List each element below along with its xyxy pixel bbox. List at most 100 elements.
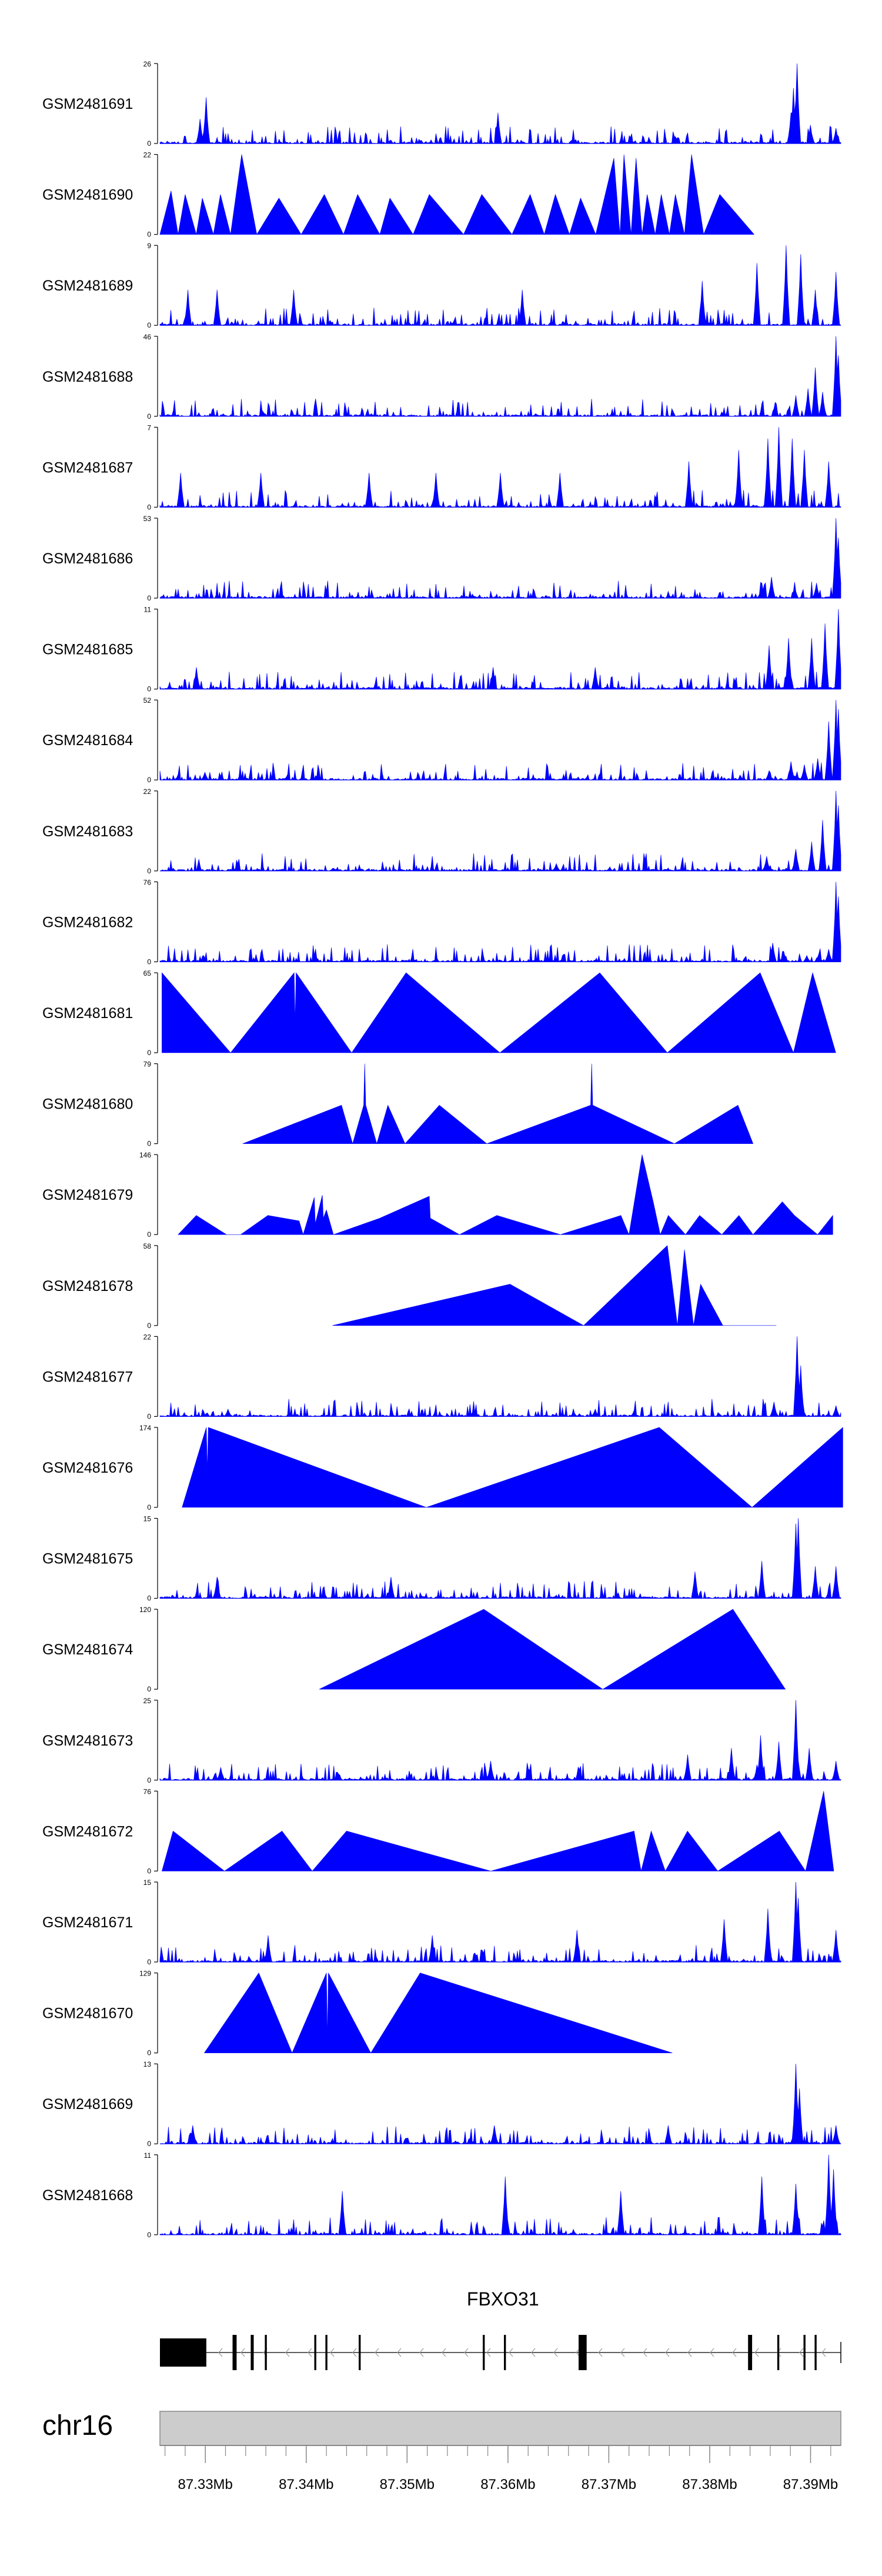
track-label: GSM2481669 — [42, 2096, 133, 2113]
track: GSM2481676 174 0 — [42, 1424, 843, 1511]
y-tick-label-min: 0 — [147, 503, 151, 511]
track-label: GSM2481675 — [42, 1551, 133, 1567]
track: GSM2481674 120 0 — [42, 1606, 786, 1693]
gene-name: FBXO31 — [467, 2288, 539, 2310]
strand-arrow — [308, 2348, 312, 2357]
y-tick-label-min: 0 — [147, 1594, 151, 1603]
track: GSM2481671 15 0 — [42, 1878, 841, 1966]
track: GSM2481689 9 0 — [42, 242, 841, 329]
strand-arrow — [464, 2348, 469, 2357]
axis-tick-label: 87.34Mb — [279, 2477, 333, 2492]
coverage-area — [178, 1154, 833, 1236]
coverage-area — [159, 1518, 841, 1599]
exon — [325, 2335, 328, 2370]
track-label: GSM2481686 — [42, 550, 133, 567]
y-tick-label-max: 13 — [143, 2060, 152, 2068]
track-label: GSM2481684 — [42, 732, 133, 749]
y-tick-label-min: 0 — [147, 1049, 151, 1057]
coverage-area — [159, 245, 841, 326]
y-tick-label-max: 22 — [143, 1333, 152, 1341]
ideogram-bar — [159, 2411, 841, 2446]
y-tick-label-max: 76 — [143, 1787, 152, 1796]
y-tick-label-max: 120 — [139, 1606, 151, 1614]
track: GSM2481684 52 0 — [42, 696, 841, 784]
y-tick-label-max: 146 — [139, 1151, 151, 1159]
exon — [250, 2335, 254, 2370]
chromosome-label: chr16 — [42, 2410, 113, 2441]
y-tick-label-max: 22 — [143, 151, 152, 159]
y-tick-label-max: 7 — [147, 423, 151, 432]
genome-axis: chr16 87.33Mb 87.34Mb 87.35Mb 87.36Mb 87.37Mb… — [42, 2410, 841, 2492]
track: GSM2481682 76 0 — [42, 878, 841, 966]
track: GSM2481673 25 0 — [42, 1697, 841, 1784]
coverage-area — [319, 1609, 786, 1690]
exon — [265, 2335, 267, 2370]
strand-arrow — [509, 2348, 513, 2357]
track: GSM2481686 53 0 — [42, 515, 841, 602]
track-label: GSM2481683 — [42, 823, 133, 840]
y-tick-label-min: 0 — [147, 1867, 151, 1875]
track-label: GSM2481676 — [42, 1460, 133, 1476]
coverage-area — [159, 700, 841, 781]
y-tick-label-min: 0 — [147, 1322, 151, 1330]
coverage-area — [203, 1972, 673, 2054]
exon — [803, 2335, 806, 2370]
y-tick-label-min: 0 — [147, 685, 151, 693]
coverage-area — [242, 1063, 754, 1144]
axis-tick-label: 87.39Mb — [783, 2477, 838, 2492]
coverage-area — [159, 1336, 841, 1417]
y-tick-label-min: 0 — [147, 1140, 151, 1148]
y-tick-label-max: 22 — [143, 788, 152, 796]
strand-arrow — [330, 2348, 335, 2357]
y-tick-label-max: 11 — [144, 606, 152, 614]
exon — [814, 2335, 817, 2370]
coverage-area — [182, 1427, 843, 1508]
strand-arrow — [687, 2348, 692, 2357]
y-tick-label-min: 0 — [147, 1412, 151, 1420]
track: GSM2481691 26 0 — [42, 60, 841, 148]
track: GSM2481670 129 0 — [42, 1970, 673, 2057]
y-tick-label-max: 129 — [139, 1970, 151, 1978]
track-label: GSM2481689 — [42, 278, 133, 294]
coverage-area — [159, 336, 841, 418]
y-tick-label-min: 0 — [147, 1230, 151, 1239]
strand-arrow — [710, 2348, 714, 2357]
track: GSM2481679 146 0 — [42, 1151, 833, 1239]
track-label: GSM2481685 — [42, 642, 133, 658]
strand-arrow — [754, 2348, 759, 2357]
strand-arrow — [799, 2348, 804, 2357]
exon — [160, 2338, 206, 2367]
y-tick-label-max: 53 — [143, 515, 152, 523]
track-label: GSM2481682 — [42, 914, 133, 930]
y-tick-label-max: 58 — [143, 1242, 152, 1250]
track: GSM2481687 7 0 — [42, 423, 841, 511]
track-label: GSM2481691 — [42, 96, 133, 112]
y-tick-label-min: 0 — [147, 139, 151, 148]
coverage-area — [159, 154, 755, 235]
y-tick-label-max: 15 — [143, 1878, 152, 1887]
y-tick-label-min: 0 — [147, 321, 151, 329]
track-label: GSM2481690 — [42, 187, 133, 203]
coverage-area — [162, 972, 836, 1053]
axis-tick-label: 87.37Mb — [582, 2477, 636, 2492]
y-tick-label-max: 79 — [143, 1060, 152, 1069]
track: GSM2481675 15 0 — [42, 1515, 841, 1603]
coverage-area — [332, 1245, 777, 1326]
track-label: GSM2481672 — [42, 1823, 133, 1840]
y-tick-label-min: 0 — [147, 231, 151, 239]
y-tick-label-min: 0 — [147, 957, 151, 966]
y-tick-label-max: 26 — [143, 60, 152, 68]
exon — [579, 2335, 587, 2370]
strand-arrow — [419, 2348, 424, 2357]
coverage-area — [159, 518, 841, 599]
track-label: GSM2481677 — [42, 1369, 133, 1385]
track-label: GSM2481679 — [42, 1187, 133, 1203]
track: GSM2481690 22 0 — [42, 151, 755, 239]
exon — [483, 2335, 485, 2370]
track: GSM2481683 22 0 — [42, 788, 841, 875]
y-tick-label-min: 0 — [147, 2231, 151, 2239]
axis-tick-label: 87.38Mb — [682, 2477, 737, 2492]
track: GSM2481680 79 0 — [42, 1060, 754, 1148]
track: GSM2481685 11 0 — [42, 606, 841, 693]
